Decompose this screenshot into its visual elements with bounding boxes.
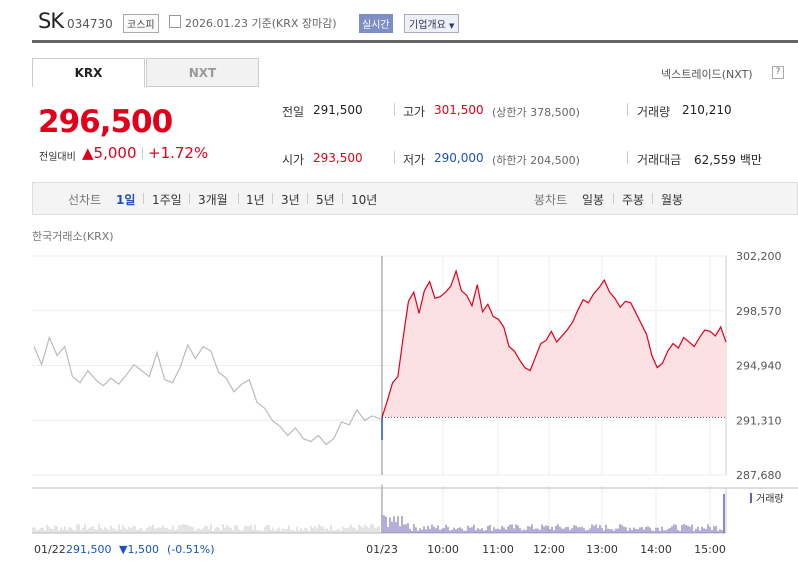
x-tick-label: 14:00 xyxy=(640,543,672,556)
candle-daily[interactable]: 일봉 xyxy=(582,193,605,207)
amount-value: 62,559 백만 xyxy=(694,151,762,168)
series-line-01-23 xyxy=(381,269,727,418)
date-text: 2026.01.23 xyxy=(185,17,248,30)
volume-label: 거래량 xyxy=(637,105,671,119)
stock-name: SK xyxy=(38,9,64,33)
current-price: 296,500 xyxy=(38,104,173,140)
period-3y[interactable]: 3년 xyxy=(281,193,300,207)
volume-bars: 거래량 xyxy=(32,487,798,534)
x-tick-label: 01/23 xyxy=(366,543,398,556)
period-bar xyxy=(32,182,798,215)
tab-krx[interactable]: KRX xyxy=(32,58,145,87)
low-label: 저가 xyxy=(403,153,426,167)
line-chart-label: 선차트 xyxy=(68,193,102,207)
high-label: 고가 xyxy=(403,105,426,119)
divider xyxy=(627,151,628,164)
corp-info-button[interactable]: 기업개요 ▼ xyxy=(404,14,460,33)
x-tick-label: 10:00 xyxy=(427,543,459,556)
candle-weekly[interactable]: 주봉 xyxy=(622,193,645,207)
date-basis: 2026.01.23 기준(KRX 장마감) xyxy=(185,15,337,31)
x-tick-label: 15:00 xyxy=(694,543,726,556)
y-tick-label: 294,940 xyxy=(736,360,782,373)
period-5y[interactable]: 5년 xyxy=(316,193,335,207)
prev-day-date: 01/22 xyxy=(34,543,66,556)
market-badge: 코스피 xyxy=(123,14,159,33)
high-value: 301,500 xyxy=(434,103,484,117)
change-amount: 5,000 xyxy=(93,144,137,162)
amount-label: 거래대금 xyxy=(637,153,682,167)
y-tick-label: 298,570 xyxy=(736,305,782,318)
corp-info-label: 기업개요 xyxy=(409,20,446,31)
y-tick-label: 291,310 xyxy=(736,414,782,427)
x-tick-label: 12:00 xyxy=(533,543,565,556)
up-arrow-icon: ▲ xyxy=(82,144,94,162)
period-1d[interactable]: 1일 xyxy=(116,193,136,207)
divider xyxy=(142,147,143,159)
calendar-icon xyxy=(169,15,181,28)
prev-label: 전일 xyxy=(282,105,305,119)
open-value: 293,500 xyxy=(313,151,363,165)
change-label: 전일대비 xyxy=(39,152,76,163)
nxt-link[interactable]: 넥스트레이드(NXT) xyxy=(661,68,753,81)
exchange-label: 한국거래소(KRX) xyxy=(32,230,114,243)
x-axis: 01/23 10:00 11:00 12:00 13:00 14:00 15:00 xyxy=(366,543,726,556)
tab-nxt[interactable]: NXT xyxy=(146,58,259,87)
x-tick-label: 13:00 xyxy=(586,543,618,556)
open-label: 시가 xyxy=(282,153,305,167)
realtime-button[interactable]: 실시간 xyxy=(359,14,393,33)
y-tick-label: 287,680 xyxy=(736,469,782,482)
period-10y[interactable]: 10년 xyxy=(351,193,378,207)
divider xyxy=(627,103,628,116)
x-tick-label: 11:00 xyxy=(482,543,514,556)
chevron-down-icon: ▼ xyxy=(449,22,455,30)
basis-text: 기준(KRX 장마감) xyxy=(251,17,337,30)
amount-number: 62,559 xyxy=(694,153,736,167)
volume-legend: 거래량 xyxy=(756,493,784,505)
change-value: ▲5,000 xyxy=(82,144,137,162)
header-divider xyxy=(32,40,798,43)
period-3m[interactable]: 3개월 xyxy=(198,193,228,207)
divider xyxy=(394,103,395,116)
prev-value: 291,500 xyxy=(313,103,363,117)
candle-chart-label: 봉차트 xyxy=(534,193,568,207)
period-1y[interactable]: 1년 xyxy=(246,193,265,207)
stock-code: 034730 xyxy=(67,17,113,31)
volume-value: 210,210 xyxy=(682,103,732,117)
candle-monthly[interactable]: 월봉 xyxy=(661,193,684,207)
lower-limit: (하한가 204,500) xyxy=(492,154,580,167)
amount-unit: 백만 xyxy=(739,153,762,167)
change-percent: +1.72% xyxy=(148,144,209,162)
help-icon[interactable]: ? xyxy=(772,66,784,79)
low-value: 290,000 xyxy=(434,151,484,165)
series-line-01-22 xyxy=(33,335,381,446)
prev-day-close: 291,500 xyxy=(66,543,112,556)
period-1w[interactable]: 1주일 xyxy=(152,193,182,207)
prev-day-change: ▼1,500 xyxy=(119,543,159,556)
prev-day-pct: (-0.51%) xyxy=(167,543,215,556)
y-axis: 302,200 298,570 294,940 291,310 287,680 xyxy=(736,250,782,482)
y-tick-label: 302,200 xyxy=(736,250,782,263)
divider xyxy=(394,151,395,164)
area-fill xyxy=(382,271,726,418)
upper-limit: (상한가 378,500) xyxy=(492,106,580,119)
